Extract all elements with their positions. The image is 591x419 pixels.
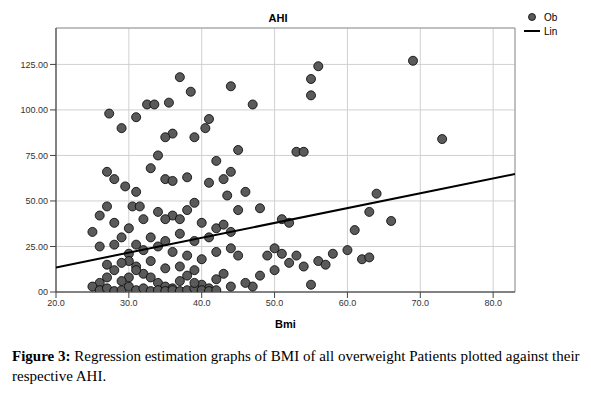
svg-text:30.0: 30.0: [120, 298, 138, 308]
svg-text:50.00: 50.00: [25, 196, 48, 206]
svg-text:80.0: 80.0: [484, 298, 502, 308]
svg-text:70.0: 70.0: [412, 298, 430, 308]
html-text:Ob: Ob: [544, 11, 558, 23]
svg-text:40.0: 40.0: [193, 298, 211, 308]
html-text:Lin: Lin: [544, 25, 558, 37]
svg-text:Bmi: Bmi: [275, 318, 296, 330]
svg-text:50.0: 50.0: [266, 298, 284, 308]
html-text:AHI: AHI: [268, 12, 288, 24]
svg-text:100.00: 100.00: [20, 105, 48, 115]
svg-text:75.00: 75.00: [25, 151, 48, 161]
html-text:Figure 3: Regression estimatio: Figure 3: Regression estimation graphs o…: [12, 348, 580, 384]
svg-text:25.00: 25.00: [25, 242, 48, 252]
svg-text:20.0: 20.0: [47, 298, 65, 308]
svg-text:00: 00: [38, 287, 48, 297]
svg-text:60.0: 60.0: [339, 298, 357, 308]
svg-text:125.00: 125.00: [20, 60, 48, 70]
